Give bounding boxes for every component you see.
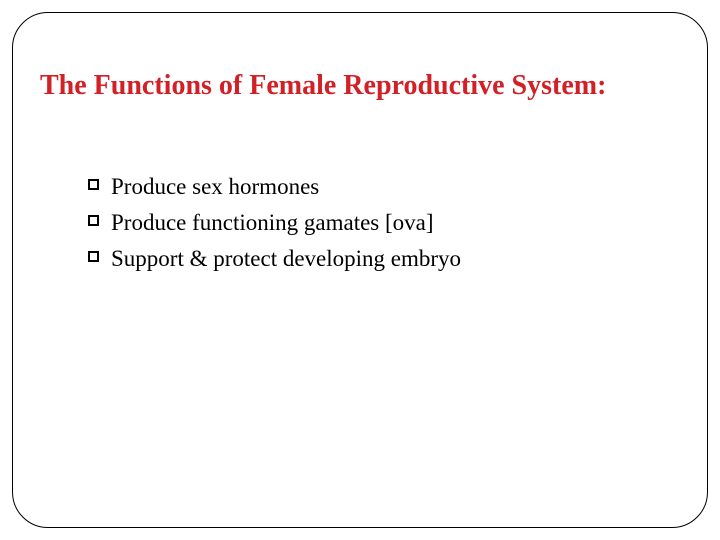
bullet-list: Produce sex hormones Produce functioning… bbox=[40, 172, 680, 274]
slide-title: The Functions of Female Reproductive Sys… bbox=[40, 70, 680, 102]
square-bullet-icon bbox=[88, 251, 99, 262]
list-item: Produce functioning gamates [ova] bbox=[88, 208, 680, 238]
square-bullet-icon bbox=[88, 215, 99, 226]
square-bullet-icon bbox=[88, 179, 99, 190]
bullet-text: Produce functioning gamates [ova] bbox=[111, 208, 434, 238]
bullet-text: Produce sex hormones bbox=[111, 172, 319, 202]
bullet-text: Support & protect developing embryo bbox=[111, 244, 461, 274]
slide-content: The Functions of Female Reproductive Sys… bbox=[0, 0, 720, 540]
list-item: Support & protect developing embryo bbox=[88, 244, 680, 274]
list-item: Produce sex hormones bbox=[88, 172, 680, 202]
